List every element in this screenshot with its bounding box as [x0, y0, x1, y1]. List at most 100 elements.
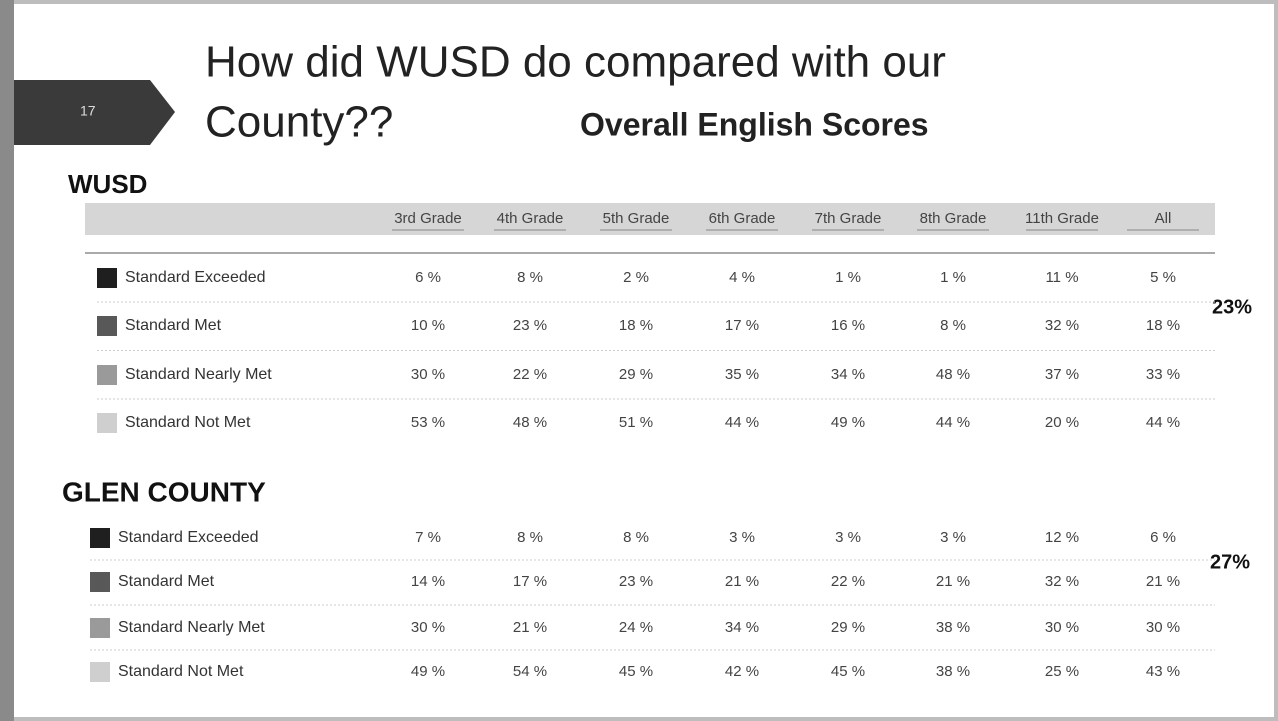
slide-bg: [14, 4, 1274, 717]
cell: 16 %: [831, 317, 865, 334]
cell: 54 %: [513, 663, 547, 680]
swatch: [97, 268, 117, 288]
left-bar: [0, 0, 14, 721]
cell: 30 %: [1045, 619, 1079, 636]
cell: 17 %: [513, 573, 547, 590]
cell: 37 %: [1045, 366, 1079, 383]
cell: 43 %: [1146, 663, 1180, 680]
cell: 21 %: [936, 573, 970, 590]
cell: 34 %: [831, 366, 865, 383]
cell: 30 %: [411, 619, 445, 636]
row-label: Standard Exceeded: [125, 269, 266, 286]
slide-number: 17: [80, 103, 96, 119]
cell: 18 %: [619, 317, 653, 334]
cell: 24 %: [619, 619, 653, 636]
column-header: 4th Grade: [497, 210, 564, 227]
cell: 29 %: [831, 619, 865, 636]
swatch: [97, 413, 117, 433]
cell: 3 %: [940, 529, 966, 546]
cell: 3 %: [729, 529, 755, 546]
number-tag: [14, 80, 175, 145]
cell: 21 %: [725, 573, 759, 590]
cell: 8 %: [940, 317, 966, 334]
cell: 2 %: [623, 269, 649, 286]
cell: 42 %: [725, 663, 759, 680]
cell: 33 %: [1146, 366, 1180, 383]
cell: 18 %: [1146, 317, 1180, 334]
cell: 8 %: [517, 529, 543, 546]
cell: 22 %: [513, 366, 547, 383]
cell: 21 %: [1146, 573, 1180, 590]
cell: 38 %: [936, 663, 970, 680]
cell: 45 %: [619, 663, 653, 680]
cell: 30 %: [1146, 619, 1180, 636]
column-header: 5th Grade: [603, 210, 670, 227]
cell: 32 %: [1045, 573, 1079, 590]
subtitle: Overall English Scores: [580, 106, 929, 142]
row-label: Standard Not Met: [125, 414, 251, 431]
cell: 6 %: [415, 269, 441, 286]
cell: 45 %: [831, 663, 865, 680]
cell: 44 %: [725, 414, 759, 431]
cell: 1 %: [940, 269, 966, 286]
cell: 11 %: [1045, 269, 1078, 286]
section-label: WUSD: [68, 169, 147, 199]
cell: 44 %: [1146, 414, 1180, 431]
cell: 14 %: [411, 573, 445, 590]
row-label: Standard Nearly Met: [125, 366, 272, 383]
cell: 49 %: [831, 414, 865, 431]
cell: 22 %: [831, 573, 865, 590]
note: 27%: [1210, 551, 1250, 573]
cell: 6 %: [1150, 529, 1176, 546]
cell: 48 %: [513, 414, 547, 431]
cell: 5 %: [1150, 269, 1176, 286]
column-header: All: [1155, 210, 1172, 227]
column-header: 7th Grade: [815, 210, 882, 227]
cell: 29 %: [619, 366, 653, 383]
row-label: Standard Exceeded: [118, 529, 259, 546]
cell: 23 %: [513, 317, 547, 334]
title: How did WUSD do compared with our: [205, 38, 946, 87]
note: 23%: [1212, 296, 1252, 318]
column-header: 8th Grade: [920, 210, 987, 227]
cell: 51 %: [619, 414, 653, 431]
column-header: 11th Grade: [1025, 210, 1099, 227]
cell: 4 %: [729, 269, 755, 286]
swatch: [90, 618, 110, 638]
cell: 34 %: [725, 619, 759, 636]
title: County??: [205, 98, 393, 147]
cell: 21 %: [513, 619, 547, 636]
cell: 17 %: [725, 317, 759, 334]
column-header: 6th Grade: [709, 210, 776, 227]
row-label: Standard Nearly Met: [118, 619, 265, 636]
cell: 49 %: [411, 663, 445, 680]
swatch: [97, 316, 117, 336]
column-header: 3rd Grade: [394, 210, 462, 227]
cell: 38 %: [936, 619, 970, 636]
cell: 32 %: [1045, 317, 1079, 334]
cell: 25 %: [1045, 663, 1079, 680]
cell: 30 %: [411, 366, 445, 383]
swatch: [97, 365, 117, 385]
swatch: [90, 528, 110, 548]
cell: 53 %: [411, 414, 445, 431]
cell: 20 %: [1045, 414, 1079, 431]
swatch: [90, 662, 110, 682]
row-label: Standard Met: [125, 317, 222, 334]
cell: 35 %: [725, 366, 759, 383]
cell: 23 %: [619, 573, 653, 590]
swatch: [90, 572, 110, 592]
cell: 8 %: [623, 529, 649, 546]
cell: 48 %: [936, 366, 970, 383]
cell: 10 %: [411, 317, 445, 334]
cell: 44 %: [936, 414, 970, 431]
cell: 1 %: [835, 269, 861, 286]
row-label: Standard Not Met: [118, 663, 244, 680]
row-label: Standard Met: [118, 573, 215, 590]
cell: 7 %: [415, 529, 441, 546]
cell: 12 %: [1045, 529, 1079, 546]
cell: 3 %: [835, 529, 861, 546]
cell: 8 %: [517, 269, 543, 286]
section-label: GLEN COUNTY: [62, 476, 266, 507]
